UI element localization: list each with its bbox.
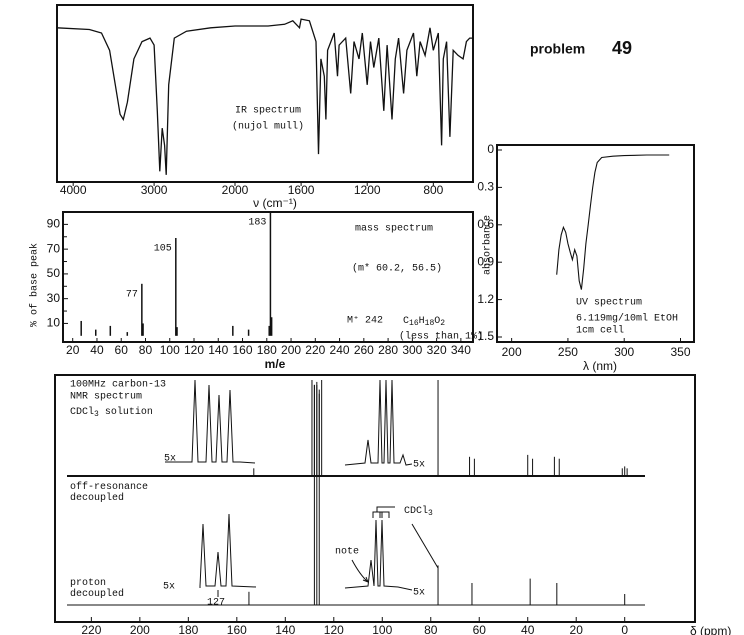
x-tick-label: 20 — [570, 623, 584, 635]
x-tick-label: 140 — [275, 623, 295, 635]
x-axis-label: δ (ppm) — [690, 624, 731, 635]
chart-subtitle: NMR spectrum — [70, 392, 142, 403]
x-tick-label: 180 — [257, 343, 277, 357]
annotation: (m* 60.2, 56.5) — [352, 263, 442, 275]
uv-trace — [556, 154, 670, 290]
chart-title: 100MHz carbon-13 — [70, 379, 166, 391]
y-axis-label: % of base peak — [29, 243, 41, 327]
x-tick-label: 300 — [614, 345, 634, 359]
y-tick-label: 1.2 — [477, 292, 494, 306]
pointer — [411, 523, 439, 569]
problem-label: problem — [530, 41, 585, 57]
y-tick-label: 1.5 — [477, 329, 494, 343]
x-tick-label: 80 — [139, 343, 153, 357]
y-tick-label: 70 — [47, 241, 61, 255]
y-axis-label: absorbance — [482, 215, 494, 275]
y-tick-label: 10 — [47, 316, 61, 330]
series-label: off-resonance decoupled — [70, 481, 148, 504]
x-tick-label: 300 — [402, 343, 422, 357]
annotation: 5x — [163, 582, 175, 593]
annotation: CDCl3 — [404, 505, 433, 518]
x-tick-label: 800 — [423, 183, 443, 197]
x-tick-label: 260 — [354, 343, 374, 357]
bracket — [372, 506, 395, 518]
annotation: (less than 1%) — [399, 331, 483, 343]
ir-frame — [56, 4, 474, 183]
ir-trace — [56, 18, 473, 175]
x-tick-label: 60 — [115, 343, 129, 357]
inset — [344, 379, 413, 466]
x-tick-label: 100 — [372, 623, 392, 635]
annotation: 5x — [413, 588, 425, 599]
problem-number: 49 — [612, 38, 632, 58]
x-tick-label: 140 — [208, 343, 228, 357]
x-tick-label: 40 — [90, 343, 104, 357]
x-tick-label: 40 — [521, 623, 535, 635]
arrow — [351, 559, 369, 583]
x-tick-label: 220 — [81, 623, 101, 635]
series-label: proton decoupled — [70, 578, 124, 600]
annotation: note — [335, 547, 359, 558]
annotation: M⁺ 242 — [347, 316, 383, 327]
uv-frame — [496, 144, 695, 343]
peak-label: 77 — [126, 289, 138, 300]
x-tick-label: 200 — [130, 623, 150, 635]
x-tick-label: 4000 — [60, 183, 87, 197]
annotation: CDCl3 solution — [70, 406, 153, 419]
annotation: 127 — [207, 598, 225, 609]
peak-label: 105 — [154, 244, 172, 255]
inset — [199, 513, 257, 588]
inset — [165, 379, 256, 464]
x-tick-label: 350 — [670, 345, 690, 359]
x-tick-label: 0 — [621, 623, 628, 635]
y-tick-label: 0.9 — [477, 254, 494, 268]
x-tick-label: 60 — [473, 623, 487, 635]
x-tick-label: 120 — [184, 343, 204, 357]
x-tick-label: 250 — [558, 345, 578, 359]
chart-subtitle: (nujol mull) — [232, 121, 304, 133]
nmr-frame — [54, 374, 696, 623]
x-tick-label: 80 — [424, 623, 438, 635]
annotation: 1cm cell — [576, 325, 624, 337]
x-tick-label: 180 — [178, 623, 198, 635]
x-axis-label: ν (cm⁻¹) — [253, 196, 297, 210]
x-tick-label: 1600 — [288, 183, 315, 197]
peak-label: 183 — [248, 218, 266, 229]
x-tick-label: 220 — [305, 343, 325, 357]
x-tick-label: 1200 — [354, 183, 381, 197]
x-tick-label: 160 — [233, 343, 253, 357]
x-tick-label: 340 — [451, 343, 471, 357]
x-tick-label: 160 — [227, 623, 247, 635]
x-tick-label: 100 — [160, 343, 180, 357]
x-tick-label: 320 — [427, 343, 447, 357]
x-tick-label: 280 — [378, 343, 398, 357]
x-tick-label: 200 — [502, 345, 522, 359]
y-tick-label: 0.6 — [477, 217, 494, 231]
annotation: C16H18O2 — [403, 316, 445, 328]
x-tick-label: 2000 — [222, 183, 249, 197]
chart-title: IR spectrum — [235, 106, 301, 117]
x-tick-label: 3000 — [141, 183, 168, 197]
y-tick-label: 0.3 — [477, 180, 494, 194]
x-axis-label: m/e — [265, 357, 286, 371]
y-tick-label: 0 — [487, 142, 494, 156]
x-tick-label: 20 — [66, 343, 80, 357]
x-tick-label: 120 — [324, 623, 344, 635]
y-tick-label: 50 — [47, 266, 61, 280]
x-tick-label: 240 — [330, 343, 350, 357]
x-axis-label: λ (nm) — [583, 359, 617, 373]
inset — [344, 519, 413, 591]
annotation: 5x — [413, 460, 425, 471]
chart-title: UV spectrum — [576, 298, 642, 309]
x-tick-label: 200 — [281, 343, 301, 357]
y-tick-label: 90 — [47, 217, 61, 231]
y-tick-label: 30 — [47, 291, 61, 305]
chart-title: mass spectrum — [355, 224, 433, 235]
ms-frame — [62, 211, 474, 343]
annotation: 5x — [164, 454, 176, 465]
annotation: 6.119mg/10ml EtOH — [576, 313, 678, 325]
